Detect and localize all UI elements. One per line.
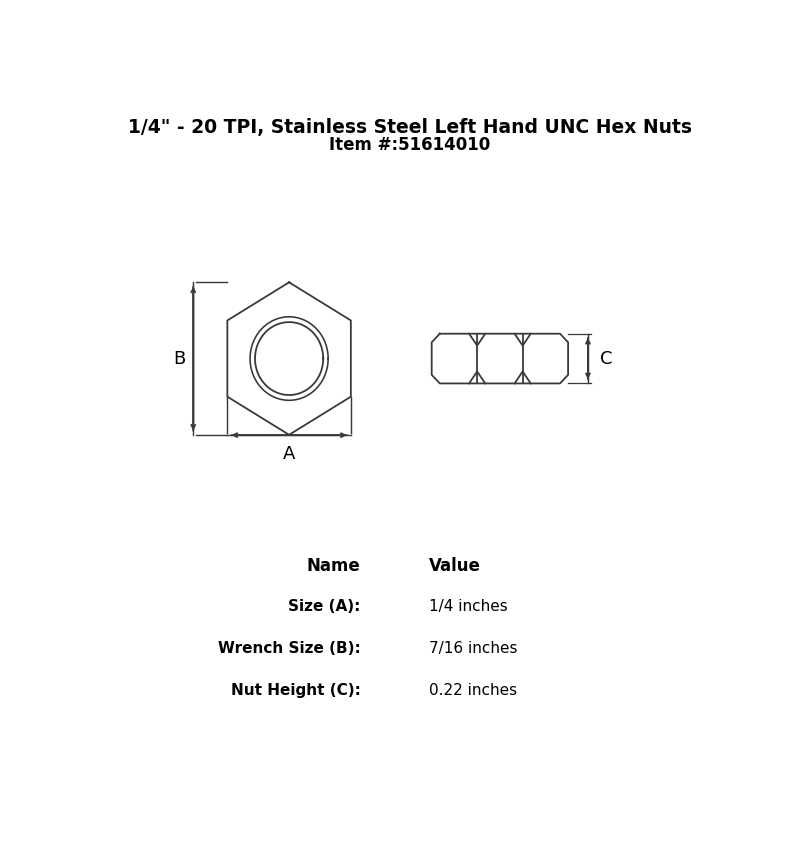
- Text: Value: Value: [429, 557, 481, 575]
- Text: 0.22 inches: 0.22 inches: [429, 683, 517, 697]
- Text: Name: Name: [306, 557, 360, 575]
- Text: Item #:51614010: Item #:51614010: [330, 137, 490, 154]
- Text: Size (A):: Size (A):: [288, 599, 360, 614]
- Text: Wrench Size (B):: Wrench Size (B):: [218, 641, 360, 656]
- Text: 7/16 inches: 7/16 inches: [429, 641, 517, 656]
- Text: A: A: [283, 444, 295, 462]
- Text: 1/4" - 20 TPI, Stainless Steel Left Hand UNC Hex Nuts: 1/4" - 20 TPI, Stainless Steel Left Hand…: [128, 118, 692, 137]
- Text: C: C: [600, 350, 613, 368]
- Text: Nut Height (C):: Nut Height (C):: [230, 683, 360, 697]
- Text: 1/4 inches: 1/4 inches: [429, 599, 507, 614]
- Text: B: B: [174, 350, 186, 368]
